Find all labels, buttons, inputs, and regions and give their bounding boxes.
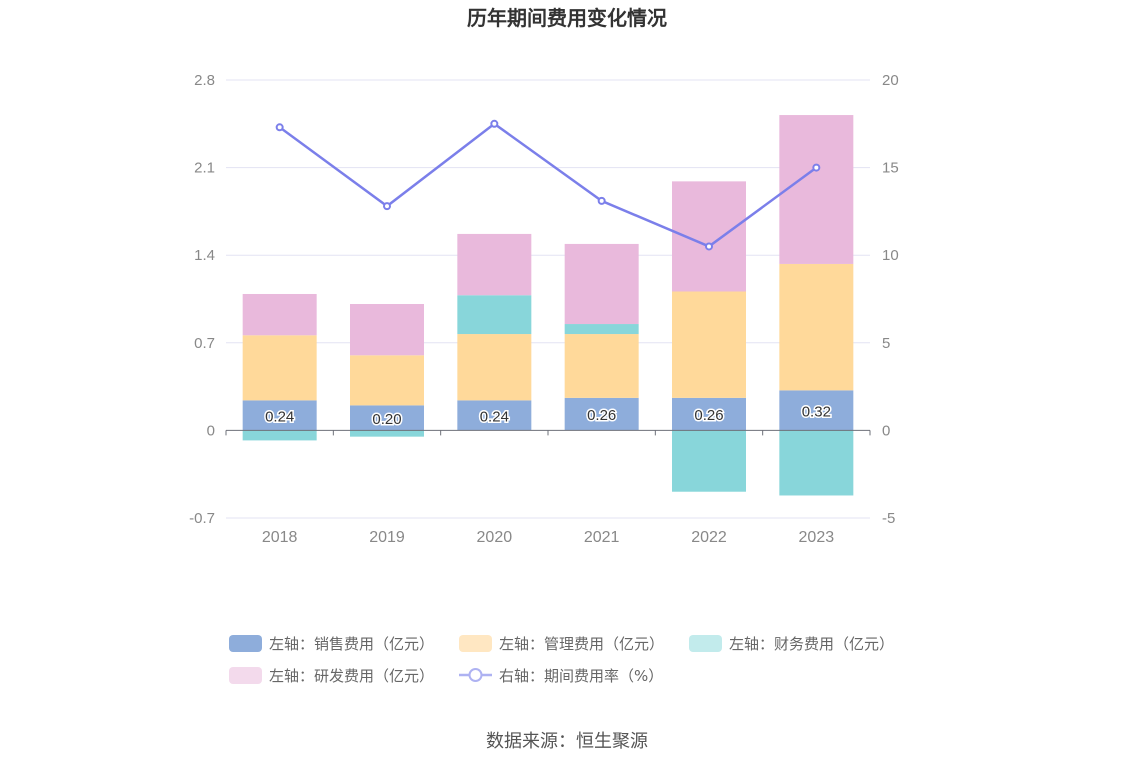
left-axis-tick: 2.1	[194, 160, 215, 177]
bar-segment	[564, 397, 639, 431]
data-label: 0.20	[372, 411, 401, 428]
legend-swatch	[689, 635, 722, 652]
data-labels: 0.24 0.20 0.24 0.26 0.26 0.32	[264, 402, 833, 430]
legend-label: 左轴：销售费用（亿元）	[269, 635, 434, 653]
bar-segment	[242, 400, 317, 431]
left-axis-tick: 1.4	[194, 247, 215, 264]
bar-segment	[350, 304, 424, 356]
right-axis-tick: 10	[882, 247, 899, 264]
legend-label: 右轴：期间费用率（%）	[499, 667, 663, 685]
legend-label: 左轴：财务费用（亿元）	[729, 635, 894, 653]
chart-title: 历年期间费用变化情况	[467, 6, 667, 30]
left-axis-tick: 2.8	[194, 72, 215, 89]
data-label: 0.32	[802, 403, 831, 420]
bar-segment	[242, 335, 317, 401]
bar-segment	[672, 430, 746, 492]
bar-segment	[457, 295, 532, 335]
bar-segment	[457, 400, 532, 431]
left-axis-tick: -0.7	[189, 510, 215, 527]
grid-lines	[226, 79, 870, 519]
axes: 2.8 2.1 1.4 0.7 0 -0.7 20 15 10 5 0 -5 2018 2019 2020 2…	[189, 72, 899, 546]
bar-segment	[457, 233, 532, 296]
legend: 左轴：销售费用（亿元） 左轴：管理费用（亿元） 左轴：财务费用（亿元） 左轴：研发费用…	[229, 635, 894, 685]
bar-segment	[672, 397, 746, 431]
rate-point	[383, 202, 391, 211]
rate-point	[597, 196, 606, 205]
x-axis-label: 2023	[799, 529, 835, 546]
bar-segment	[350, 355, 424, 406]
x-axis-label: 2021	[584, 529, 620, 546]
left-axis-tick: 0.7	[194, 335, 215, 352]
bar-segment	[779, 263, 854, 391]
right-axis-tick: 5	[882, 335, 890, 352]
data-label: 0.24	[265, 408, 294, 425]
bar-segment	[350, 430, 424, 437]
rate-point	[705, 242, 713, 251]
bar-segment	[779, 430, 854, 496]
bar-segment	[564, 324, 639, 335]
legend-swatch	[229, 667, 262, 684]
data-label: 0.24	[480, 408, 509, 425]
data-label: 0.26	[587, 407, 616, 424]
x-axis-label: 2018	[262, 529, 298, 546]
x-axis-label: 2022	[691, 529, 727, 546]
x-axis-label: 2019	[369, 529, 405, 546]
bar-segment	[779, 115, 854, 264]
right-axis-tick: 0	[882, 422, 890, 439]
bar-segment	[564, 334, 639, 398]
rate-point	[812, 163, 821, 172]
rate-point	[490, 119, 499, 128]
bar-segment	[242, 293, 317, 336]
data-label: 0.26	[694, 407, 723, 424]
bar-group	[242, 115, 854, 496]
rate-line	[278, 122, 818, 248]
x-axis-label: 2020	[477, 529, 513, 546]
rate-point	[275, 123, 284, 132]
bar-segment	[457, 334, 532, 401]
legend-swatch	[229, 635, 262, 652]
bar-segment	[564, 243, 639, 325]
bar-segment	[242, 430, 317, 441]
right-axis-tick: -5	[882, 510, 895, 527]
source-note: 数据来源：恒生聚源	[486, 731, 648, 752]
legend-swatch	[459, 635, 492, 652]
right-axis-tick: 20	[882, 72, 899, 89]
right-axis-tick: 15	[882, 160, 899, 177]
bar-segment	[779, 390, 854, 431]
legend-label: 左轴：管理费用（亿元）	[499, 635, 664, 653]
bar-segment	[350, 405, 424, 431]
legend-marker-icon	[468, 668, 483, 682]
bar-segment	[672, 291, 746, 398]
legend-label: 左轴：研发费用（亿元）	[269, 667, 434, 685]
left-axis-tick: 0	[207, 422, 215, 439]
rate-line-group	[275, 119, 821, 251]
